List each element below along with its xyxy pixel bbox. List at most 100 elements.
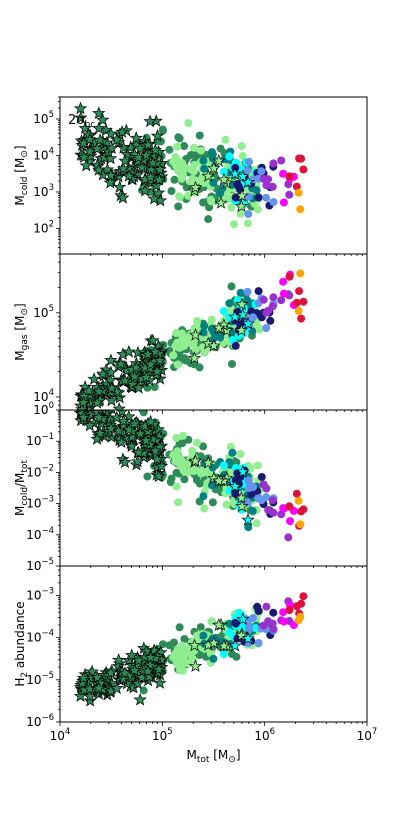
circle-point xyxy=(295,154,304,163)
circle-point xyxy=(277,296,286,305)
circle-point xyxy=(195,131,204,140)
circle-point xyxy=(245,625,253,634)
circle-point xyxy=(193,631,201,640)
circle-point xyxy=(262,484,271,493)
star-point xyxy=(201,455,215,469)
y-tick-label: 100 xyxy=(33,401,54,417)
star-point xyxy=(234,628,249,642)
circle-point xyxy=(197,146,205,155)
star-point xyxy=(188,327,203,341)
circle-point xyxy=(193,317,201,325)
circle-point xyxy=(292,182,301,191)
circle-point xyxy=(190,324,199,333)
circle-point xyxy=(248,507,257,515)
star-point xyxy=(96,113,110,126)
circle-point xyxy=(219,307,228,316)
circle-point xyxy=(227,203,236,212)
circle-point xyxy=(254,287,263,296)
circle-point xyxy=(180,354,189,363)
star-point xyxy=(236,169,250,183)
circle-point xyxy=(199,442,208,451)
star-point xyxy=(139,148,153,162)
circle-point xyxy=(196,623,205,632)
circle-point xyxy=(178,641,187,650)
star-point xyxy=(188,659,203,672)
star-point xyxy=(127,369,142,383)
panel-cold-points xyxy=(73,101,308,229)
star-point xyxy=(97,150,111,164)
circle-point xyxy=(237,142,246,151)
circle-point xyxy=(206,195,215,204)
y-tick-label: 10−3 xyxy=(26,586,54,602)
y-tick-label: 10−4 xyxy=(26,629,54,645)
circle-point xyxy=(228,360,236,368)
circle-point xyxy=(279,198,288,207)
star-point xyxy=(147,191,161,205)
circle-point xyxy=(171,457,180,466)
circle-point xyxy=(173,447,182,456)
star-point xyxy=(114,435,129,449)
star-point xyxy=(154,459,169,472)
star-point xyxy=(228,638,242,652)
circle-point xyxy=(253,205,262,214)
circle-point xyxy=(292,602,301,611)
circle-point xyxy=(189,167,198,176)
circle-point xyxy=(299,165,308,174)
circle-point xyxy=(285,272,294,281)
circle-point xyxy=(171,153,180,162)
y-tick-label: 105 xyxy=(33,304,54,320)
star-point xyxy=(147,643,161,657)
circle-point xyxy=(193,438,201,447)
star-point xyxy=(143,658,157,671)
star-point xyxy=(201,336,215,350)
circle-point xyxy=(200,164,209,173)
circle-point xyxy=(199,198,208,207)
circle-point xyxy=(231,341,240,350)
circle-point xyxy=(173,651,182,660)
star-point xyxy=(153,676,167,689)
circle-point xyxy=(262,181,271,190)
star-point xyxy=(90,141,104,155)
star-point xyxy=(122,169,136,182)
x-axis-label: Mtot [M⊙] xyxy=(186,748,240,765)
circle-point xyxy=(257,496,266,505)
circle-point xyxy=(193,176,201,185)
star-point xyxy=(105,141,119,155)
circle-point xyxy=(175,623,184,632)
star-point xyxy=(207,636,221,649)
circle-point xyxy=(292,489,301,498)
circle-point xyxy=(174,202,183,211)
circle-point xyxy=(247,490,256,499)
star-point xyxy=(92,410,106,424)
circle-point xyxy=(169,351,178,360)
star-point xyxy=(83,418,97,432)
star-point xyxy=(143,114,157,128)
circle-point xyxy=(244,210,253,219)
star-point xyxy=(73,689,88,702)
circle-point xyxy=(180,635,189,643)
circle-point xyxy=(143,472,152,481)
star-point xyxy=(143,170,158,184)
circle-point xyxy=(179,337,187,345)
circle-point xyxy=(204,215,213,224)
circle-point xyxy=(269,198,278,206)
panel-h2-points xyxy=(73,592,308,707)
star-point xyxy=(125,439,139,453)
star-point xyxy=(228,167,242,180)
circle-point xyxy=(277,156,286,165)
circle-point xyxy=(199,492,208,501)
star-point xyxy=(75,402,89,410)
star-point xyxy=(139,433,153,447)
star-point xyxy=(201,169,215,182)
circle-point xyxy=(252,186,261,195)
circle-point xyxy=(253,461,262,470)
star-point xyxy=(118,373,132,387)
star-point xyxy=(83,693,97,707)
star-point xyxy=(76,671,91,684)
star-point xyxy=(104,421,118,435)
circle-point xyxy=(179,654,188,663)
circle-point xyxy=(179,666,187,675)
star-point xyxy=(207,161,221,174)
star-point xyxy=(241,631,255,645)
star-point xyxy=(93,426,107,440)
